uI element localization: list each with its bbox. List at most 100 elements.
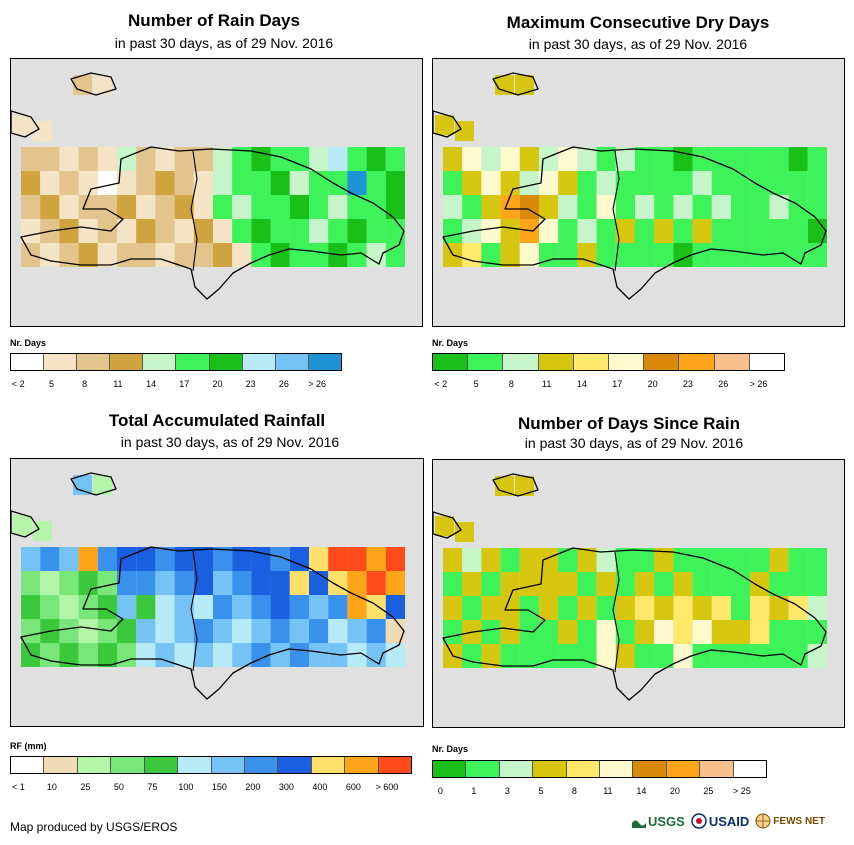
grid-cell	[193, 595, 213, 619]
grid-cell	[788, 195, 808, 219]
grid-cell	[500, 620, 520, 644]
grid-cell	[347, 147, 367, 171]
legend-label: 0	[437, 786, 443, 796]
grid-cell	[21, 195, 41, 219]
grid-cell	[615, 219, 635, 243]
legend-swatch-4	[111, 757, 145, 773]
coastline-hispaniola	[442, 547, 827, 701]
legend-swatch-5	[144, 757, 179, 773]
grid-cell	[596, 548, 616, 572]
grid-cell	[117, 643, 137, 667]
grid-cell	[309, 243, 329, 267]
grid-cell	[328, 147, 348, 171]
grid-cell	[117, 195, 137, 219]
grid-cell	[731, 620, 751, 644]
grid-cell	[193, 219, 213, 243]
grid-cell	[731, 147, 751, 171]
grid-cell	[78, 643, 98, 667]
grid-cell	[750, 572, 770, 596]
grid-cell	[711, 644, 731, 668]
legend-swatch-3	[77, 757, 112, 773]
grid-cell	[117, 547, 137, 571]
grid-cell	[807, 219, 827, 243]
grid-cell	[654, 548, 674, 572]
grid-cell	[481, 572, 501, 596]
legend-label: 150	[211, 782, 227, 792]
grid-cell	[136, 547, 156, 571]
grid-cell	[289, 619, 309, 643]
grid-cell	[289, 547, 309, 571]
grid-cell	[711, 620, 731, 644]
coastline-island	[70, 472, 117, 496]
grid-cell	[174, 147, 194, 171]
grid-cell	[21, 619, 41, 643]
legend-title-rainfall: RF (mm)	[10, 741, 47, 751]
grid-cell	[596, 572, 616, 596]
grid-cell	[73, 475, 92, 495]
grid-cell	[500, 171, 520, 195]
grid-cell	[328, 571, 348, 595]
grid-cell	[385, 195, 405, 219]
grid-cell	[769, 243, 789, 267]
legend-swatch-7	[209, 354, 243, 370]
grid-cell	[462, 147, 482, 171]
grid-cell	[558, 195, 578, 219]
legend-swatch-5	[573, 354, 610, 370]
grid-cell	[558, 147, 578, 171]
grid-cell	[347, 571, 367, 595]
map-days-since-rain	[432, 459, 845, 728]
usaid-logo-text: USAID	[708, 813, 750, 829]
grid-cell	[577, 572, 597, 596]
grid-cell	[500, 243, 520, 267]
grid-cell	[40, 595, 60, 619]
grid-cell	[251, 195, 271, 219]
grid-cell	[213, 595, 233, 619]
grid-cell	[78, 171, 98, 195]
grid-cell	[93, 75, 112, 95]
grid-cell	[270, 643, 290, 667]
grid-cell	[481, 644, 501, 668]
grid-cell	[59, 547, 79, 571]
grid-cell	[635, 195, 655, 219]
grid-cell	[232, 219, 252, 243]
grid-cell	[692, 596, 712, 620]
grid-cell	[615, 572, 635, 596]
grid-cell	[615, 548, 635, 572]
legend-swatch-8	[242, 354, 276, 370]
grid-cell	[193, 547, 213, 571]
legend-swatch-8	[666, 761, 701, 777]
grid-cell	[251, 171, 271, 195]
grid-cell	[539, 572, 559, 596]
legend-label: 14	[577, 379, 588, 389]
legend-bar-dry-days	[432, 353, 785, 371]
grid-cell	[232, 147, 252, 171]
legend-bar-rainfall	[10, 756, 412, 774]
legend-swatch-3	[503, 354, 539, 370]
grid-cell	[596, 243, 616, 267]
grid-cell	[692, 171, 712, 195]
legend-labels-dry-days: < 2 5 8 11 14 17 20 23 26 > 26	[432, 379, 785, 391]
grid-cell	[366, 595, 386, 619]
grid-cell	[558, 596, 578, 620]
grid-cell	[750, 147, 770, 171]
grid-cell	[539, 548, 559, 572]
legend-label: 17	[612, 379, 623, 389]
grid-cell	[539, 596, 559, 620]
grid-cell	[500, 572, 520, 596]
grid-cell	[155, 643, 175, 667]
grid-cell	[462, 243, 482, 267]
grid-cell	[495, 476, 514, 496]
legend-label: 20	[212, 379, 223, 389]
grid-cell	[807, 620, 827, 644]
grid-cell	[270, 171, 290, 195]
grid-cell	[270, 147, 290, 171]
grid-cell	[213, 219, 233, 243]
grid-cell	[769, 644, 789, 668]
grid-cell	[692, 548, 712, 572]
grid-cell	[500, 219, 520, 243]
grid-cell	[251, 595, 271, 619]
grid-cell	[750, 548, 770, 572]
grid-cell	[289, 147, 309, 171]
grid-cell	[59, 243, 79, 267]
legend-label: < 2	[11, 379, 25, 389]
